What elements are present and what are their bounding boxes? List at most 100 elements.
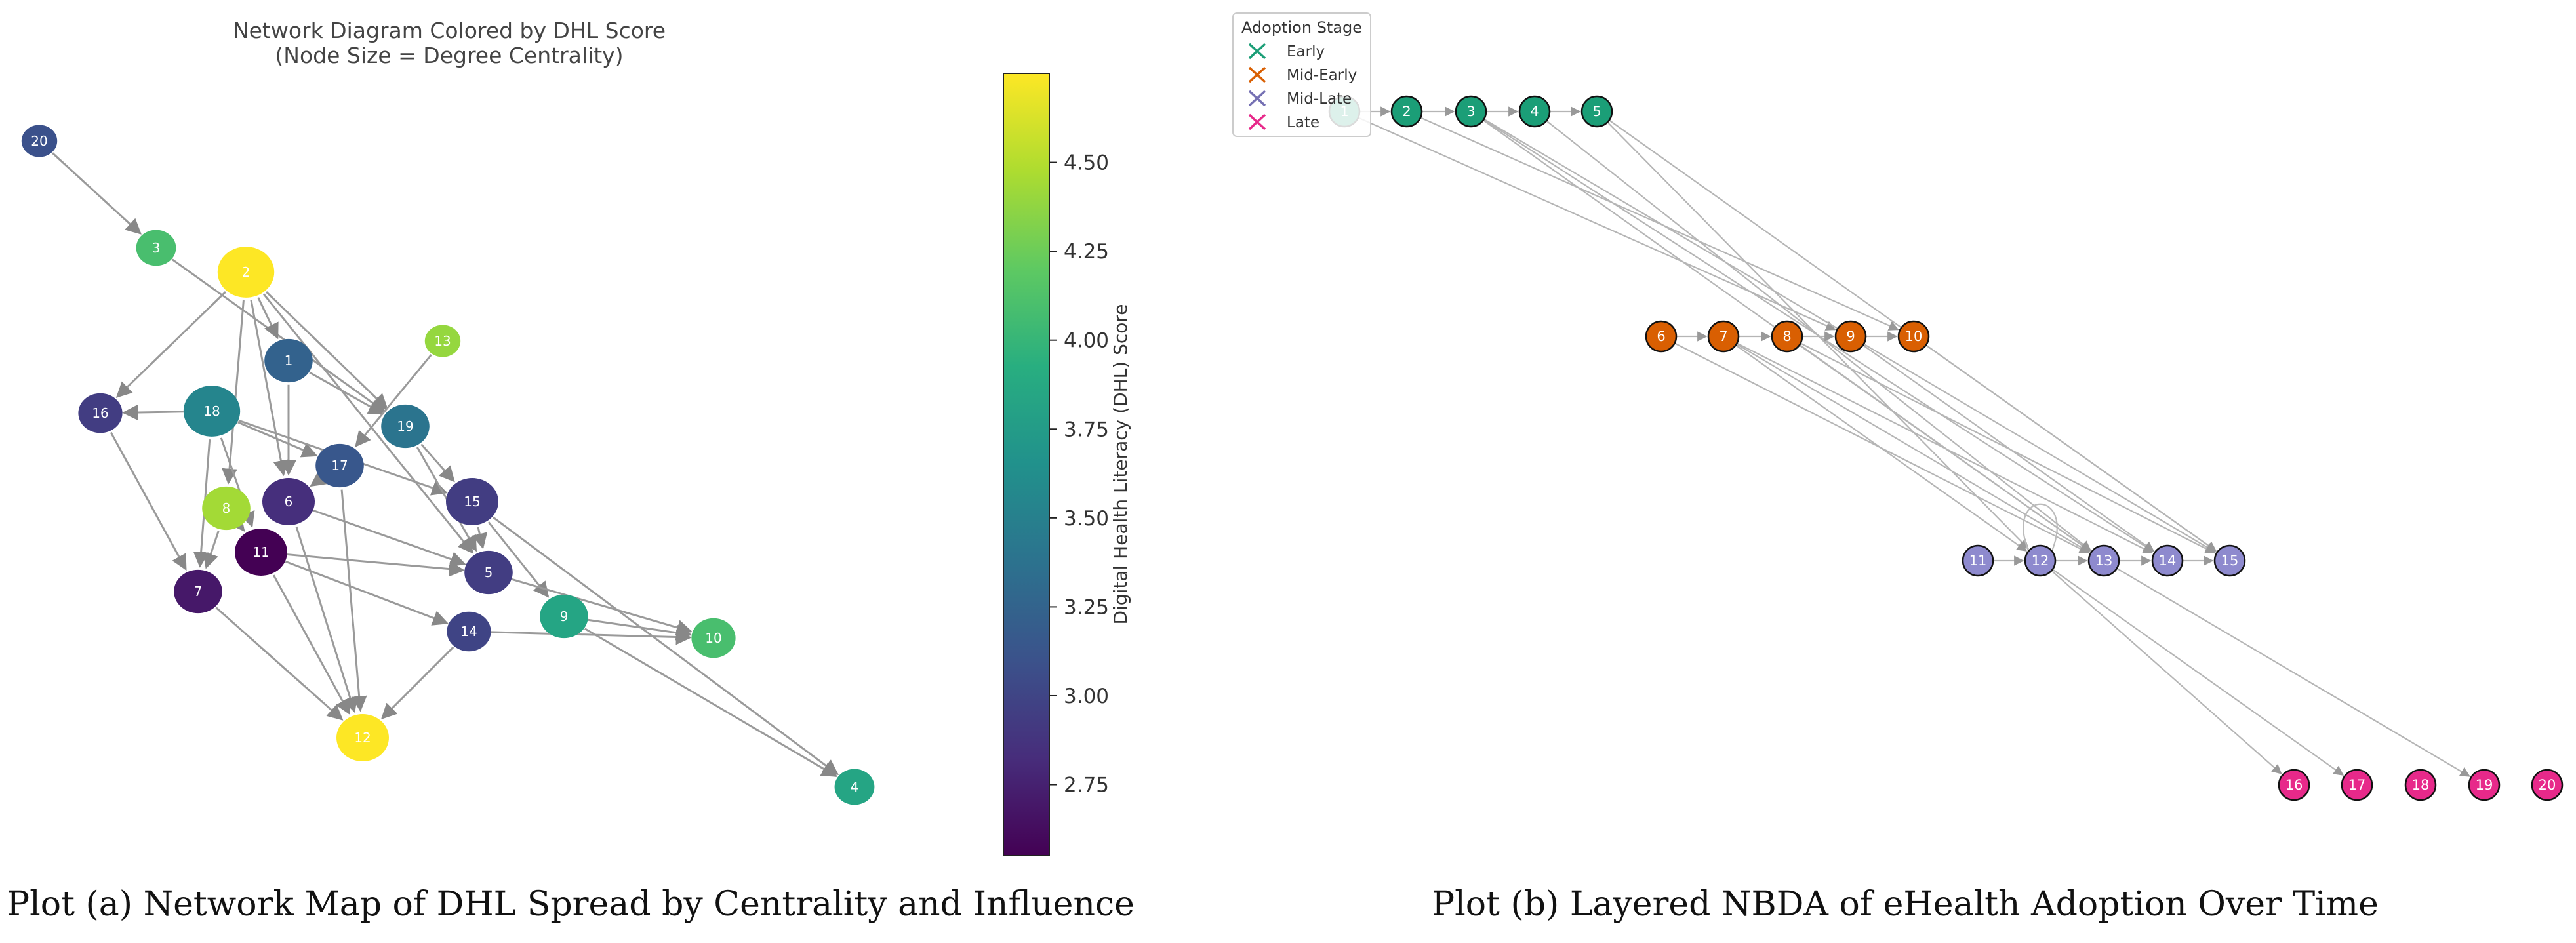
- svg-text:4: 4: [851, 779, 859, 795]
- svg-text:13: 13: [434, 333, 451, 349]
- svg-text:13: 13: [2095, 553, 2113, 569]
- svg-text:7: 7: [1719, 329, 1727, 344]
- edge-18-16: [122, 404, 184, 420]
- svg-text:19: 19: [397, 418, 413, 434]
- svg-text:17: 17: [331, 458, 348, 473]
- svg-text:5: 5: [1592, 104, 1601, 119]
- colorbar-ticks: 2.75 3.00 3.25 3.50 3.75 4.00 4.25 4.50: [1049, 151, 1109, 797]
- plot-a-caption: Plot (a) Network Map of DHL Spread by Ce…: [7, 885, 1135, 924]
- svg-text:2: 2: [1402, 104, 1411, 119]
- stage-node-16: 16: [2278, 769, 2310, 801]
- edge-2-16: [115, 291, 227, 398]
- network-node-9: 9: [540, 594, 588, 639]
- stage-node-8: 8: [1771, 320, 1803, 353]
- svg-text:2.75: 2.75: [1064, 774, 1109, 797]
- stage-node-6: 6: [1645, 320, 1678, 353]
- network-node-1: 1: [264, 338, 313, 383]
- svg-text:Mid-Late: Mid-Late: [1287, 90, 1352, 108]
- stage-node-17: 17: [2341, 769, 2373, 801]
- edge-11-12: [272, 574, 351, 715]
- stage-edge-12-12: [2023, 503, 2058, 552]
- svg-text:6: 6: [285, 494, 293, 510]
- svg-text:4: 4: [1530, 104, 1539, 119]
- edge-2-19: [266, 291, 388, 410]
- network-node-3: 3: [136, 230, 176, 266]
- legend-box: [1232, 12, 1371, 137]
- edge-2-6: [250, 300, 289, 477]
- svg-text:14: 14: [2159, 553, 2177, 569]
- svg-text:3: 3: [1466, 104, 1475, 119]
- stage-node-13: 13: [2087, 544, 2120, 577]
- svg-text:20: 20: [2539, 777, 2556, 793]
- colorbar-tick-5: 4.00: [1049, 329, 1109, 353]
- svg-text:8: 8: [1782, 329, 1791, 344]
- colorbar-gradient: [1003, 73, 1050, 856]
- colorbar-tick-6: 4.25: [1049, 240, 1109, 264]
- edge-1-19: [309, 371, 385, 415]
- stage-node-7: 7: [1707, 320, 1740, 353]
- edge-15-4: [493, 516, 839, 776]
- edge-15-5: [472, 527, 488, 550]
- legend-item-late: Late: [1248, 113, 1319, 131]
- svg-text:11: 11: [1969, 553, 1987, 569]
- stage-edge-12-17: [2052, 569, 2345, 776]
- colorbar-tick-1: 3.00: [1049, 685, 1109, 708]
- stage-node-11: 11: [1962, 544, 1994, 577]
- adoption-legend: Adoption Stage Early Mid-Early Mid-Late Lat…: [1232, 12, 1371, 137]
- stage-edge-7-13: [1736, 343, 2090, 553]
- plot-a-title-line2: (Node Size = Degree Centrality): [275, 43, 623, 68]
- stage-node-19: 19: [2468, 769, 2501, 801]
- edge-20-3: [52, 152, 142, 235]
- colorbar-tick-0: 2.75: [1049, 774, 1109, 797]
- legend-title: Adoption Stage: [1241, 18, 1362, 37]
- network-node-8: 8: [202, 486, 251, 531]
- svg-text:20: 20: [31, 133, 47, 149]
- svg-text:12: 12: [354, 730, 371, 746]
- edge-9-10: [588, 618, 693, 641]
- plot-b-caption: Plot (b) Layered NBDA of eHealth Adoptio…: [1432, 885, 2379, 924]
- stage-node-4: 4: [1518, 95, 1551, 128]
- network-node-11: 11: [235, 529, 287, 576]
- svg-text:3: 3: [152, 240, 161, 256]
- stage-edge-13-19: [2116, 567, 2470, 777]
- network-node-5: 5: [464, 550, 513, 595]
- edge-9-4: [584, 628, 838, 777]
- svg-text:5: 5: [485, 565, 493, 580]
- svg-text:3.00: 3.00: [1064, 685, 1109, 708]
- svg-text:19: 19: [2476, 777, 2493, 793]
- stage-edge-2-10: [1420, 117, 1899, 331]
- edge-17-12: [340, 489, 367, 712]
- plot-a-edges: [52, 152, 839, 777]
- network-node-12: 12: [336, 714, 389, 761]
- svg-text:1: 1: [285, 353, 293, 369]
- network-node-17: 17: [315, 443, 364, 488]
- edge-5-10: [511, 578, 693, 635]
- svg-text:11: 11: [252, 544, 269, 560]
- colorbar-label: Digital Health Literacy (DHL) Score: [1110, 304, 1131, 624]
- edge-16-7: [110, 431, 187, 571]
- edge-6-5: [313, 509, 466, 567]
- network-node-7: 7: [174, 569, 222, 614]
- stage-edge-1-9: [1358, 117, 1836, 331]
- svg-text:9: 9: [560, 609, 569, 624]
- colorbar-tick-3: 3.50: [1049, 507, 1109, 531]
- network-node-6: 6: [262, 478, 315, 525]
- stage-node-14: 14: [2151, 544, 2184, 577]
- edge-7-12: [215, 607, 344, 721]
- stage-edge-6-13: [1674, 342, 2090, 554]
- stage-edge-12-16: [2051, 570, 2282, 774]
- svg-text:16: 16: [2285, 777, 2303, 793]
- plot-b-edges: [1358, 106, 2470, 777]
- stage-edge-8-13: [1799, 344, 2091, 552]
- stage-node-15: 15: [2213, 544, 2246, 577]
- network-node-15: 15: [446, 478, 498, 525]
- colorbar-tick-7: 4.50: [1049, 151, 1109, 175]
- svg-text:10: 10: [1905, 329, 1923, 344]
- svg-text:17: 17: [2348, 777, 2366, 793]
- stage-node-5: 5: [1580, 95, 1613, 128]
- edge-14-12: [381, 646, 454, 719]
- edge-2-1: [257, 297, 279, 340]
- svg-text:10: 10: [705, 630, 721, 646]
